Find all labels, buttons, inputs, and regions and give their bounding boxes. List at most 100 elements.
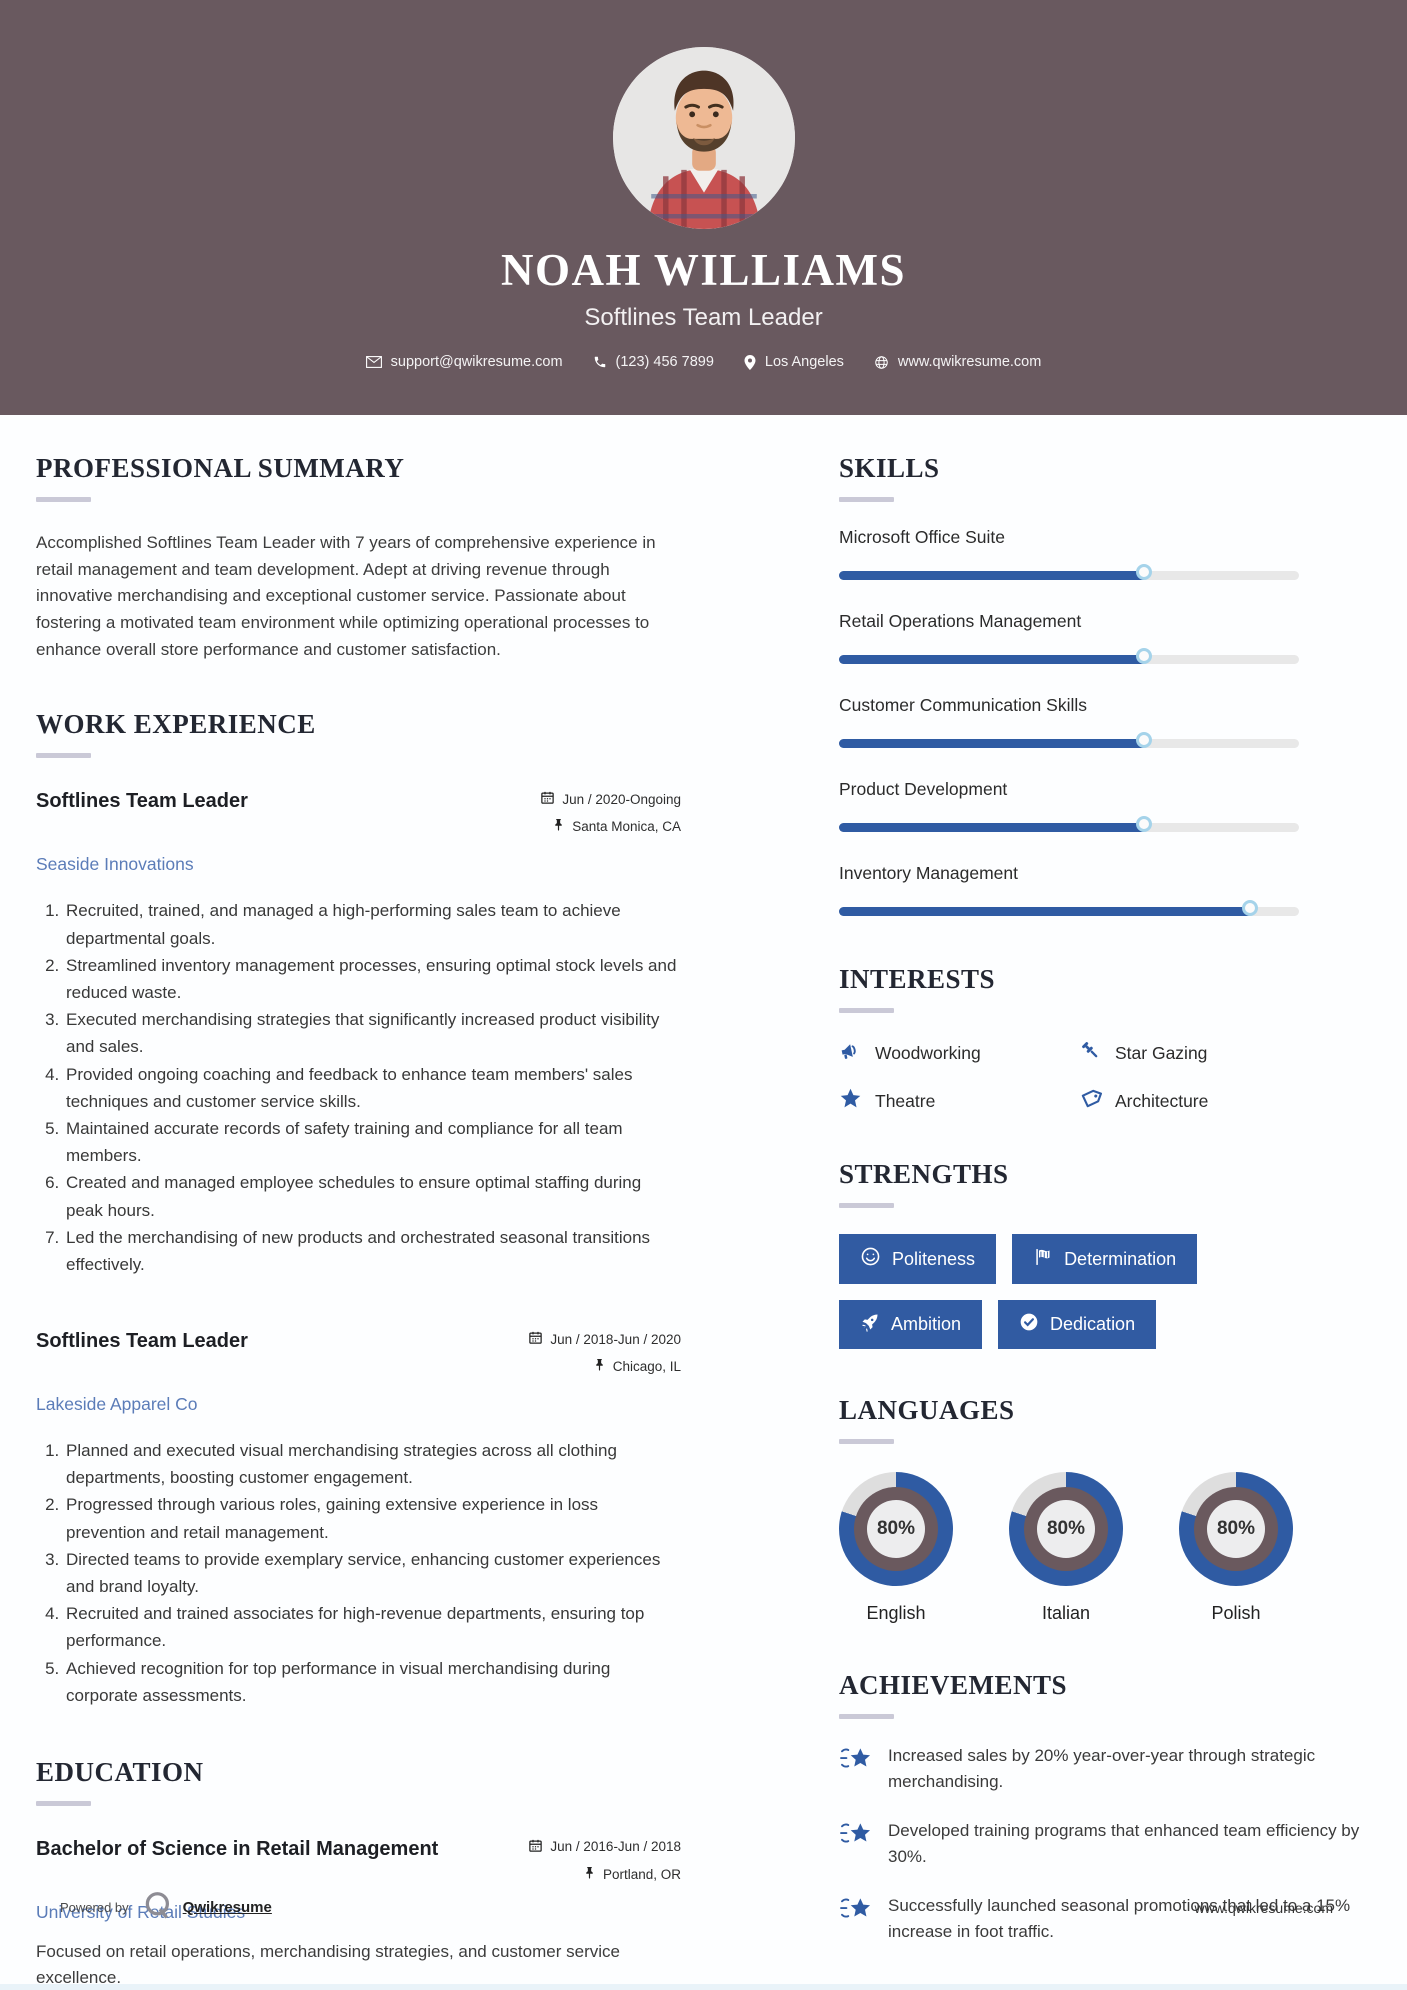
language-percent: 80%	[1046, 1518, 1086, 1539]
experience-heading: WORK EXPERIENCE	[36, 709, 316, 740]
job-dates-text: Jun / 2020-Ongoing	[562, 791, 681, 807]
strength-label: Politeness	[892, 1248, 976, 1269]
contact-website: www.qwikresume.com	[874, 354, 1041, 370]
skill-name: Microsoft Office Suite	[839, 527, 1005, 547]
job-bullet: Recruited, trained, and managed a high-p…	[64, 897, 681, 951]
slider-fill	[839, 655, 1148, 664]
skill-name: Customer Communication Skills	[839, 695, 1087, 715]
interest-item: Theatre	[839, 1087, 1079, 1115]
gavel-icon	[1079, 1039, 1102, 1067]
language-label: Polish	[1211, 1603, 1261, 1623]
shooting-star-icon	[839, 1743, 873, 1779]
job-bullet: Progressed through various roles, gainin…	[64, 1491, 681, 1545]
slider-thumb[interactable]	[1242, 900, 1258, 916]
company-link[interactable]: Seaside Innovations	[36, 854, 194, 875]
job-dates: Jun / 2020-Ongoing	[540, 790, 681, 808]
education-description: Focused on retail operations, merchandis…	[36, 1941, 620, 1988]
strength-determination-button[interactable]: Determination	[1012, 1234, 1198, 1284]
heading-rule	[839, 1439, 894, 1444]
skill-item: Inventory Management	[839, 863, 1371, 922]
achievement-item: Increased sales by 20% year-over-year th…	[839, 1743, 1371, 1794]
slider-thumb[interactable]	[1136, 564, 1153, 580]
heading-rule	[839, 1008, 894, 1013]
languages-heading: LANGUAGES	[839, 1395, 1015, 1425]
language-donut: 80%	[1009, 1472, 1123, 1586]
achievement-item: Successfully launched seasonal promotion…	[839, 1893, 1371, 1944]
slider-thumb[interactable]	[1136, 648, 1153, 664]
skill-slider[interactable]	[839, 648, 1299, 670]
job-bullet: Led the merchandising of new products an…	[64, 1224, 681, 1278]
heading-rule	[36, 497, 91, 502]
pushpin-icon	[553, 818, 565, 835]
contact-row: support@qwikresume.com (123) 456 7899 Lo…	[0, 354, 1407, 370]
job-bullet: Planned and executed visual merchandisin…	[64, 1437, 681, 1491]
smiley-icon	[860, 1246, 881, 1272]
footer: Powered by Qwikresume www.qwikresume.com	[60, 1890, 1333, 1925]
pushpin-icon	[594, 1358, 606, 1375]
phone-icon	[593, 355, 607, 369]
heading-rule	[36, 1800, 91, 1806]
heading-rule	[36, 753, 91, 759]
bottom-strip	[0, 1984, 1407, 1990]
achievements-heading: ACHIEVEMENTS	[839, 1670, 1068, 1700]
avatar	[612, 47, 795, 229]
summary-text: Accomplished Softlines Team Leader with …	[36, 533, 656, 659]
job-location-text: Santa Monica, CA	[572, 819, 681, 835]
job-bullet: Executed merchandising strategies that s…	[64, 1006, 681, 1060]
contact-email-text: support@qwikresume.com	[390, 354, 563, 370]
job-bullet: Maintained accurate records of safety tr…	[64, 1115, 681, 1169]
main-content: PROFESSIONAL SUMMARY Accomplished Softli…	[0, 415, 1407, 1990]
skill-name: Product Development	[839, 779, 1008, 799]
achievements-section: ACHIEVEMENTS Increased sales by 20% year…	[839, 1670, 1371, 1944]
skill-item: Customer Communication Skills	[839, 695, 1371, 754]
strength-ambition-button[interactable]: Ambition	[839, 1300, 983, 1349]
strength-politeness-button[interactable]: Politeness	[839, 1234, 997, 1284]
strengths-section: STRENGTHS Politeness Determination	[839, 1159, 1371, 1349]
school-link[interactable]: University of Retail Studies	[36, 1901, 246, 1922]
flag-icon	[1033, 1247, 1053, 1272]
interest-item: Star Gazing	[1079, 1039, 1371, 1067]
job-title: Softlines Team Leader	[36, 790, 248, 813]
interests-heading: INTERESTS	[839, 964, 996, 994]
job-bullet: Achieved recognition for top performance…	[64, 1655, 681, 1709]
job-title: Softlines Team Leader	[36, 1330, 248, 1353]
contact-website-text: www.qwikresume.com	[897, 354, 1042, 370]
language-donut: 80%	[839, 1472, 953, 1586]
education-section: EDUCATION Bachelor of Science in Retail …	[36, 1757, 681, 1990]
slider-thumb[interactable]	[1136, 816, 1153, 832]
job-bullet: Streamlined inventory management process…	[64, 952, 681, 1006]
skill-slider[interactable]	[839, 900, 1299, 922]
language-label: English	[866, 1603, 926, 1623]
education-entry: Bachelor of Science in Retail Management…	[36, 1838, 681, 1990]
interest-item: Woodworking	[839, 1039, 1079, 1067]
slider-thumb[interactable]	[1136, 732, 1153, 748]
contact-phone-text: (123) 456 7899	[615, 354, 714, 370]
strength-label: Dedication	[1050, 1314, 1136, 1334]
skill-slider[interactable]	[839, 564, 1299, 586]
education-location: Portland, OR	[528, 1866, 681, 1883]
skill-slider[interactable]	[839, 732, 1299, 754]
contact-location: Los Angeles	[744, 354, 844, 370]
heading-rule	[839, 497, 894, 502]
company-link[interactable]: Lakeside Apparel Co	[36, 1394, 198, 1415]
education-dates: Jun / 2016-Jun / 2018	[528, 1838, 681, 1856]
education-location-text: Portland, OR	[602, 1866, 681, 1882]
summary-section: PROFESSIONAL SUMMARY Accomplished Softli…	[36, 453, 681, 663]
qwikresume-link[interactable]: Qwikresume	[182, 1899, 272, 1916]
person-title: Softlines Team Leader	[584, 304, 823, 331]
profile-photo	[612, 47, 795, 229]
skill-slider[interactable]	[839, 816, 1299, 838]
strength-dedication-button[interactable]: Dedication	[998, 1300, 1157, 1349]
left-column: PROFESSIONAL SUMMARY Accomplished Softli…	[36, 453, 681, 1990]
skill-name: Retail Operations Management	[839, 611, 1082, 631]
check-circle-icon	[1019, 1312, 1039, 1337]
pushpin-icon	[584, 1866, 596, 1883]
skills-section: SKILLS Microsoft Office Suite Retail Ope…	[839, 453, 1371, 922]
slider-fill	[839, 571, 1148, 580]
heading-rule	[839, 1714, 894, 1719]
language-percent: 80%	[876, 1518, 916, 1539]
interest-item: Architecture	[1079, 1087, 1371, 1115]
job-dates-text: Jun / 2018-Jun / 2020	[550, 1331, 681, 1347]
languages-section: LANGUAGES 80% English 80% Italian	[839, 1395, 1371, 1624]
